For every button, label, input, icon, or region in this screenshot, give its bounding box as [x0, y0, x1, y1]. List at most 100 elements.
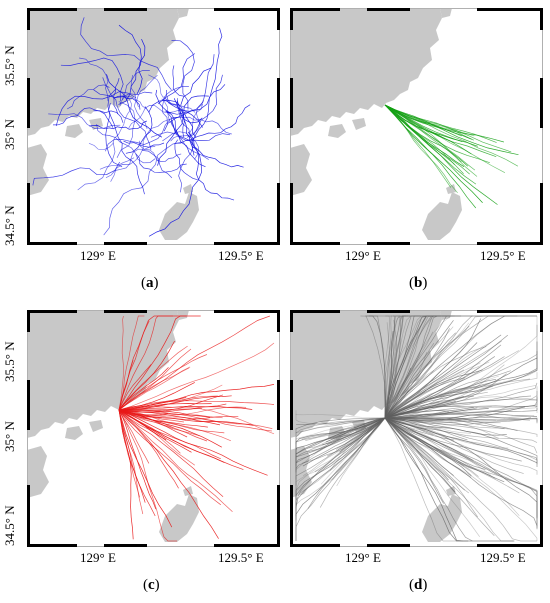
track-d-3: [384, 322, 470, 419]
track-d-163: [384, 315, 441, 419]
track-b-16: [384, 104, 519, 167]
track-d-133: [336, 417, 386, 487]
track-a-68: [88, 95, 132, 151]
map-a: [27, 8, 280, 245]
track-a-59: [148, 131, 202, 237]
track-b-28: [384, 104, 465, 167]
track-c-36: [118, 315, 145, 411]
track-c-61: [118, 406, 275, 435]
track-d-96: [295, 417, 386, 434]
track-d-181: [384, 417, 496, 479]
track-a-20: [89, 120, 147, 130]
track-a-50: [32, 161, 121, 186]
island-0: [290, 446, 312, 498]
track-a-17: [77, 142, 116, 191]
track-a-4: [113, 95, 141, 110]
track-a-36: [136, 38, 146, 95]
track-a-49: [102, 77, 152, 150]
track-d-148: [295, 417, 386, 541]
track-a-22: [166, 89, 185, 138]
track-a-63: [138, 140, 160, 163]
track-d-206: [384, 407, 478, 419]
panel-c: [27, 310, 280, 547]
track-a-66: [183, 95, 209, 138]
track-a-7: [113, 78, 120, 115]
track-c-63: [118, 409, 268, 476]
track-c-44: [118, 409, 141, 498]
track-d-134: [385, 417, 538, 437]
track-d-177: [295, 417, 386, 470]
track-a-12: [125, 106, 153, 154]
track-d-187: [384, 417, 497, 474]
island-3: [440, 310, 452, 320]
map-c: [27, 310, 280, 547]
track-a-48: [174, 139, 198, 181]
panel-d: [290, 310, 543, 547]
track-d-39: [384, 417, 465, 491]
track-d-73: [384, 417, 463, 542]
track-a-65: [170, 100, 204, 142]
lon-label-129-c: 129° E: [80, 550, 116, 565]
track-c-59: [118, 409, 169, 416]
track-a-18: [161, 98, 196, 113]
panel-a: [27, 8, 280, 245]
lon-label-129-5-a: 129.5° E: [218, 248, 264, 263]
track-d-162: [384, 417, 449, 481]
track-c-19: [118, 409, 188, 438]
track-d-212: [384, 417, 509, 449]
track-b-24: [384, 104, 475, 137]
track-d-214: [384, 316, 427, 419]
track-d-169: [384, 417, 537, 542]
lat-label-35-5-c: 35.5° N: [2, 341, 17, 382]
track-d-196: [295, 417, 386, 466]
track-c-51: [118, 408, 202, 411]
track-d-80: [384, 417, 514, 542]
map-d: [290, 310, 543, 547]
island-5: [446, 486, 456, 496]
track-a-30: [66, 84, 110, 110]
track-c-3: [118, 409, 232, 442]
island-3: [177, 310, 189, 320]
track-c-47: [118, 354, 208, 411]
track-d-35: [360, 315, 387, 419]
track-a-52: [130, 74, 148, 130]
track-d-161: [384, 417, 538, 526]
track-a-58: [172, 65, 184, 97]
track-c-64: [118, 384, 275, 411]
track-d-155: [384, 417, 439, 452]
track-d-115: [384, 417, 480, 538]
track-c-49: [118, 409, 157, 510]
island-3: [440, 8, 452, 18]
track-a-57: [52, 107, 114, 128]
track-a-9: [108, 102, 145, 195]
track-d-98: [384, 340, 502, 419]
track-d-113: [384, 318, 482, 419]
island-5: [183, 184, 193, 194]
track-d-159: [384, 417, 538, 518]
track-d-217: [384, 417, 538, 495]
track-d-168: [384, 315, 409, 419]
lon-label-129-b: 129° E: [345, 248, 381, 263]
track-d-149: [384, 405, 538, 419]
track-c-48: [118, 315, 271, 411]
track-d-105: [384, 417, 538, 461]
track-d-125: [384, 417, 538, 424]
caption-b: (b): [409, 275, 428, 291]
track-c-65: [118, 409, 167, 441]
coastline-landmass: [27, 8, 179, 136]
track-d-164: [306, 417, 386, 449]
track-a-26: [155, 89, 171, 114]
track-d-210: [295, 417, 386, 458]
track-a-54: [171, 120, 244, 168]
track-d-31: [384, 362, 481, 419]
track-d-40: [384, 402, 440, 419]
track-d-200: [295, 417, 386, 434]
lon-label-129-5-c: 129.5° E: [218, 550, 264, 565]
track-d-165: [295, 417, 386, 517]
caption-a: (a): [141, 275, 159, 291]
track-b-26: [384, 104, 504, 143]
track-c-68: [118, 395, 232, 411]
caption-d-letter: d: [414, 577, 423, 593]
caption-b-letter: b: [414, 275, 423, 291]
island-1: [65, 426, 83, 440]
